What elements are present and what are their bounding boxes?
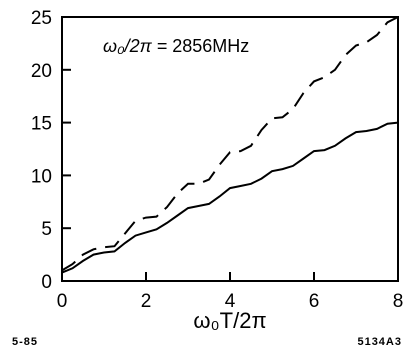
series-line-solid xyxy=(61,121,399,274)
y-tick-label: 15 xyxy=(31,114,52,135)
footer-right-code: 5134A3 xyxy=(357,336,402,348)
y-axis-ticks: 0 5 10 15 20 25 xyxy=(31,8,71,293)
x-axis-ticks: 0 2 4 6 8 xyxy=(57,272,404,312)
y-tick-label: 0 xyxy=(41,272,52,293)
plot-frame xyxy=(61,16,399,282)
x-tick-label: 2 xyxy=(141,291,152,312)
x-tick-label: 6 xyxy=(309,291,320,312)
footer-left-code: 5-85 xyxy=(12,336,38,348)
x-axis-label: ω₀T/2π xyxy=(193,308,266,333)
series-line-dashed xyxy=(61,16,399,272)
x-tick-label: 0 xyxy=(57,291,68,312)
annotation-value: 2856MHz xyxy=(172,36,249,56)
x-tick-label: 8 xyxy=(393,291,404,312)
y-tick-label: 5 xyxy=(41,219,52,240)
frequency-annotation: ω₀/2π = 2856MHz xyxy=(103,36,249,56)
annotation-formula: ω₀/2π = xyxy=(103,36,172,56)
y-tick-label: 25 xyxy=(31,8,52,29)
y-tick-label: 10 xyxy=(31,166,52,187)
y-tick-label: 20 xyxy=(31,61,52,82)
x-tick-label: 4 xyxy=(225,291,236,312)
